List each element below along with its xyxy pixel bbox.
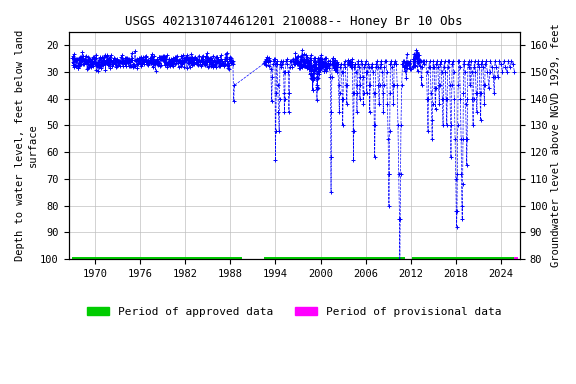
Title: USGS 402131074461201 210088-- Honey Br 10 Obs: USGS 402131074461201 210088-- Honey Br 1… xyxy=(126,15,463,28)
Y-axis label: Depth to water level, feet below land
surface: Depth to water level, feet below land su… xyxy=(15,30,37,261)
Legend: Period of approved data, Period of provisional data: Period of approved data, Period of provi… xyxy=(82,303,506,321)
Y-axis label: Groundwater level above NGVD 1929, feet: Groundwater level above NGVD 1929, feet xyxy=(551,23,561,267)
